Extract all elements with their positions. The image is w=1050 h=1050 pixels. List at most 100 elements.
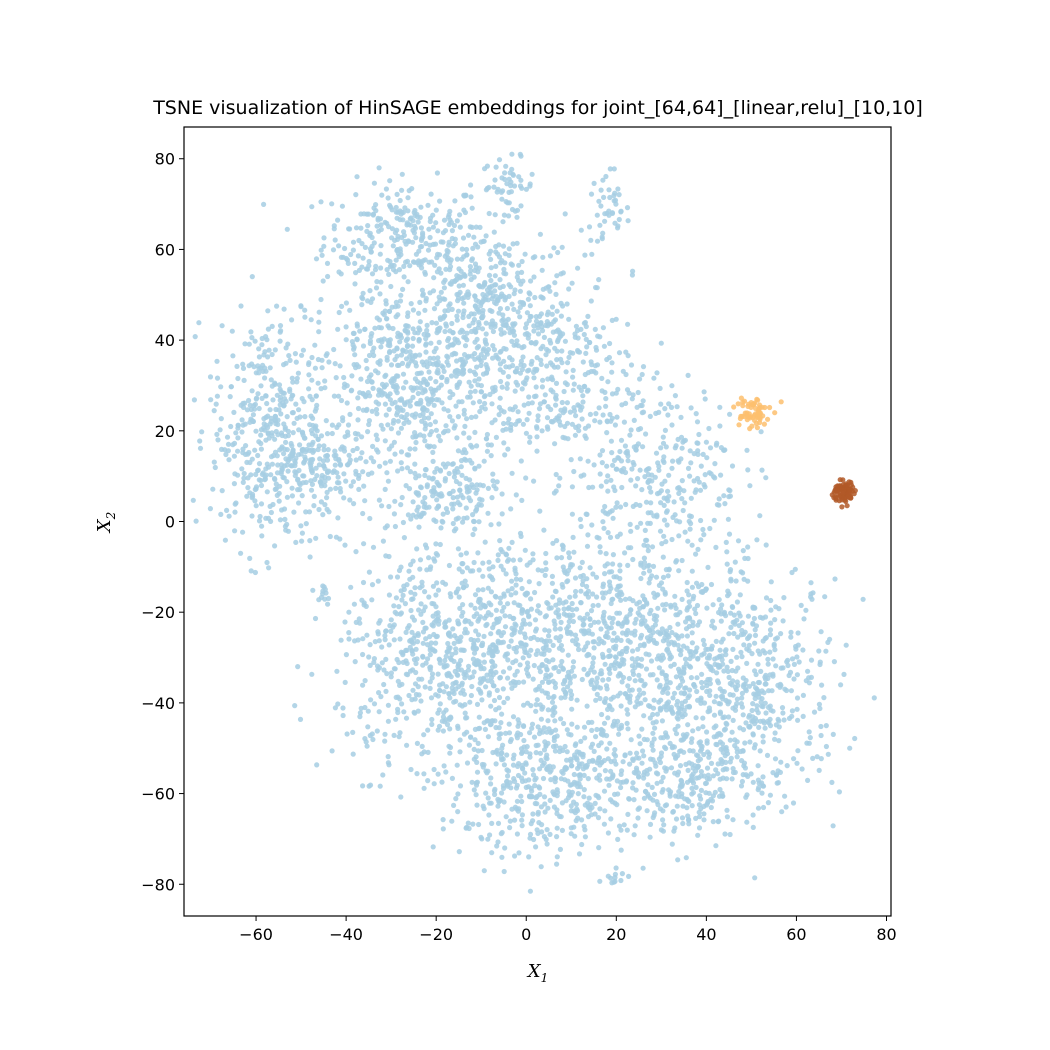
data-point [476,463,482,469]
data-point [513,576,520,582]
data-point [581,787,587,793]
data-point [591,462,597,468]
data-point [673,559,679,565]
data-point [365,223,371,229]
data-point [672,602,678,608]
data-point [393,595,399,601]
data-point [591,180,597,186]
data-point [609,317,615,323]
data-point [493,486,499,492]
data-point [615,718,621,725]
data-point [685,372,691,378]
data-point [600,615,606,621]
data-point [355,253,361,259]
data-point [307,447,313,454]
data-point [738,649,744,655]
data-point [398,564,404,570]
data-point [601,343,608,349]
data-point [420,640,426,646]
data-point [609,620,615,626]
data-point [456,368,462,374]
data-point [535,413,541,419]
data-point [192,334,198,340]
data-point [594,212,600,218]
data-point [292,469,298,475]
data-point [420,608,427,614]
data-point [434,255,440,261]
data-point [264,559,270,566]
data-point [543,550,549,557]
data-point [537,610,543,616]
data-point [513,492,519,498]
data-point [388,362,395,368]
data-point [468,734,474,740]
data-point [617,568,623,574]
data-point [603,683,610,689]
data-point [557,626,563,632]
data-point [471,518,477,525]
data-point [469,683,475,690]
data-point [630,392,636,398]
data-point [639,402,645,409]
data-point [369,470,375,476]
data-point [505,695,511,701]
data-point [453,373,459,379]
data-point [472,378,478,384]
data-point [314,473,320,479]
data-point [324,260,331,266]
data-point [612,753,619,759]
data-point [322,478,328,485]
data-point [256,346,262,352]
data-point [569,484,576,490]
data-point [457,212,463,218]
data-point [452,423,458,429]
data-point [404,336,411,342]
data-point [268,454,275,460]
data-point [472,326,478,333]
data-point [607,411,613,418]
data-point [282,433,288,439]
data-point [442,296,448,302]
data-point [462,702,468,708]
data-point [527,439,533,445]
data-point [446,239,452,245]
data-point [609,597,615,603]
data-point [411,259,417,265]
data-point [427,685,433,692]
data-point [284,462,290,468]
data-point [336,243,342,249]
data-point [451,474,457,480]
data-point [817,659,823,665]
data-point [502,845,508,851]
data-point [355,405,362,412]
data-point [830,823,836,829]
data-point [596,277,602,283]
data-point [508,425,514,431]
data-point [468,383,474,389]
data-point [575,791,581,797]
data-point [535,567,541,573]
data-point [602,218,608,224]
data-point [433,220,439,226]
data-point [357,714,363,720]
data-point [259,533,265,539]
data-point [634,404,640,410]
data-point [375,370,381,376]
data-point [594,238,601,244]
data-point [599,375,605,381]
data-point [679,596,685,603]
data-point [698,537,704,543]
data-point [719,693,726,700]
data-point [362,704,368,711]
data-point [424,545,430,551]
data-point [277,338,283,344]
data-point [636,774,642,780]
data-point [482,406,488,412]
data-point [360,682,366,688]
data-point [450,520,456,527]
data-point [751,604,758,611]
data-point [430,493,436,499]
data-point [395,418,401,424]
data-point [470,245,476,251]
data-point [519,386,525,392]
